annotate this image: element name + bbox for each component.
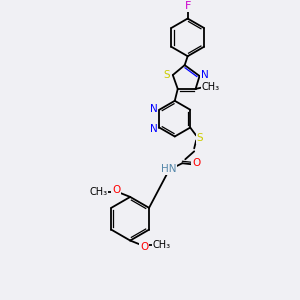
Text: CH₃: CH₃ <box>153 241 171 250</box>
Text: O: O <box>192 158 200 168</box>
Text: O: O <box>112 185 120 195</box>
Text: S: S <box>164 70 170 80</box>
Text: CH₃: CH₃ <box>89 187 107 197</box>
Text: N: N <box>201 70 208 80</box>
Text: O: O <box>140 242 148 253</box>
Text: N: N <box>149 104 157 114</box>
Text: N: N <box>149 124 157 134</box>
Text: F: F <box>184 1 191 11</box>
Text: HN: HN <box>161 164 176 174</box>
Text: CH₃: CH₃ <box>201 82 220 92</box>
Text: S: S <box>197 134 203 143</box>
